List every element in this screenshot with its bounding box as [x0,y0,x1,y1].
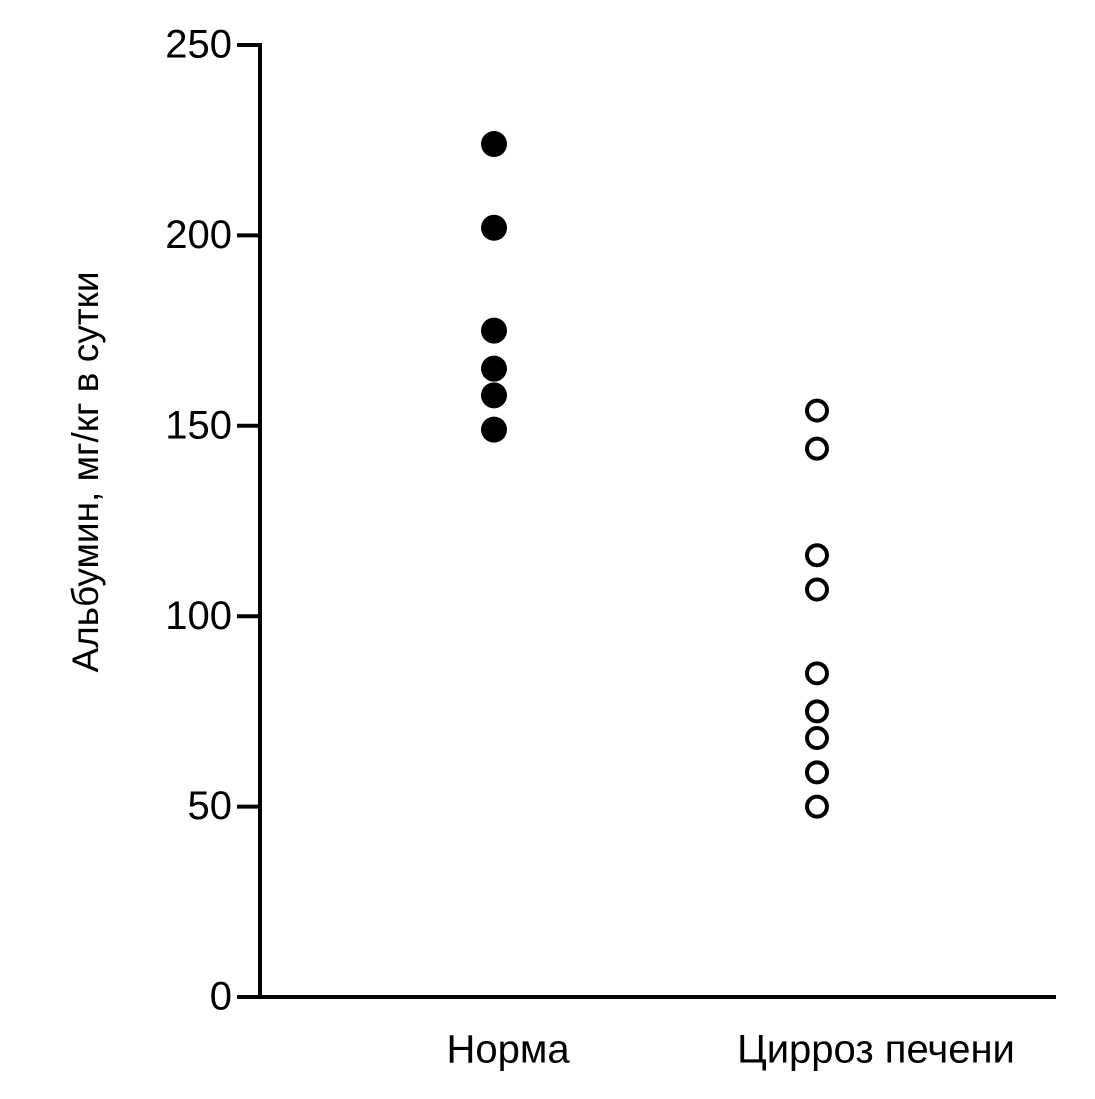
x-tick-label: Норма [446,1028,570,1072]
y-tick-label: 150 [165,403,232,447]
data-point [481,416,507,443]
data-point [481,317,507,344]
data-point [805,577,829,602]
x-tick-label: Цирроз печени [737,1028,1015,1072]
data-point [481,382,507,409]
data-point [481,214,507,241]
y-tick-label: 200 [165,213,232,257]
data-point [805,543,829,568]
y-tick-label: 250 [165,23,232,67]
data-point [805,436,829,461]
data-point [805,726,829,751]
data-point [805,699,829,724]
data-point [805,398,829,423]
data-point [805,661,829,686]
data-point [805,794,829,819]
data-point [481,355,507,382]
y-tick-label: 100 [165,594,232,638]
data-point [805,760,829,785]
y-tick-label: 50 [188,784,233,828]
data-point [481,131,507,158]
y-axis-label: Альбумин, мг/кг в сутки [65,271,106,672]
y-tick-label: 0 [210,975,232,1019]
